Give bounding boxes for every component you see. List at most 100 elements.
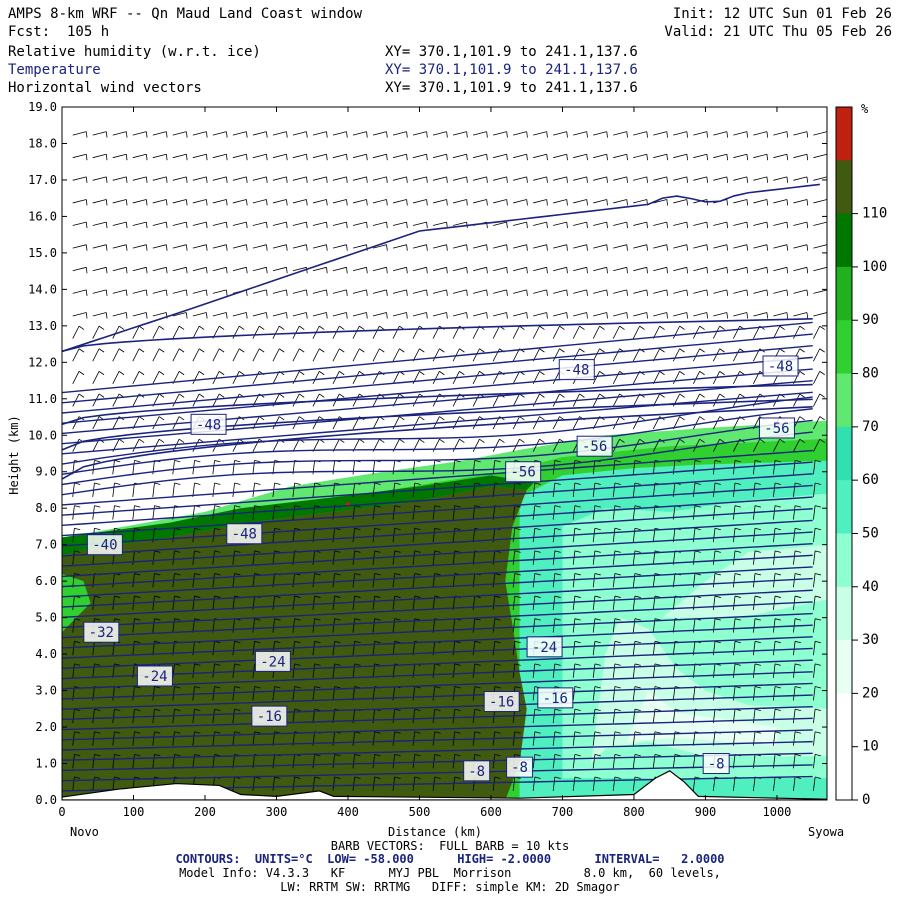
wind-barb [392, 153, 407, 159]
wind-barb-feather [815, 550, 822, 553]
wind-barb-feather [185, 199, 188, 206]
wind-barb-feather [546, 131, 548, 138]
wind-barb-feather [254, 618, 261, 621]
wind-barb-feather [374, 640, 381, 644]
wind-barb-feather [719, 325, 725, 330]
wind-barb [132, 289, 147, 294]
rh-notch [62, 573, 91, 633]
wind-barb-feather [679, 438, 685, 443]
wind-barb [332, 244, 347, 249]
wind-barb [412, 153, 427, 159]
y-tick-label: 16.0 [28, 209, 57, 223]
wind-barb-feather [419, 438, 425, 443]
wind-barb-feather [359, 325, 365, 330]
wind-barb [673, 244, 687, 249]
wind-barb [472, 663, 476, 678]
wind-barb-feather [134, 618, 141, 621]
wind-barb-feather [314, 505, 321, 508]
wind-barb [793, 199, 808, 204]
wind-barb [532, 550, 536, 565]
wind-barb [572, 618, 576, 633]
wind-barb [412, 266, 427, 272]
wind-barb [152, 176, 167, 181]
wind-barb [472, 131, 487, 136]
isotherm [62, 356, 813, 424]
wind-barb-feather [614, 573, 621, 576]
wind-barb-feather [105, 222, 108, 229]
wind-barb-feather [226, 244, 228, 251]
wind-barb-feather [694, 505, 701, 508]
terrain-profile [62, 770, 827, 800]
wind-barb [813, 482, 816, 497]
wind-barb-feather [174, 460, 181, 463]
wind-barb [712, 573, 716, 588]
wind-barb-feather [494, 460, 501, 463]
wind-barb [132, 221, 147, 226]
wind-barb-feather [78, 348, 85, 353]
wind-barb [392, 312, 407, 317]
wind-barb-feather [546, 244, 548, 251]
wind-barb-feather [454, 753, 461, 757]
wind-barb-feather [286, 199, 288, 206]
wind-barb-feather [714, 482, 721, 485]
wind-barb-feather [614, 482, 621, 485]
wind-barb-feather [799, 393, 805, 398]
wind-barb-feather [194, 595, 201, 598]
colorbar-unit: % [861, 102, 869, 116]
wind-barb-feather [185, 244, 188, 251]
wind-barb [292, 505, 296, 520]
wind-barb-feather [666, 176, 668, 183]
wind-barb [552, 776, 556, 791]
wind-barb-feather [94, 505, 101, 508]
wind-barb-feather [434, 731, 441, 734]
wind-barb-feather [746, 131, 749, 138]
wind-barb-feather [374, 776, 381, 779]
wind-barb-feather [479, 348, 485, 353]
wind-barb-feather [386, 289, 388, 296]
wind-barb-feather [426, 312, 428, 319]
wind-barb [753, 153, 768, 159]
wind-barb [613, 176, 627, 181]
wind-barb-feather [118, 438, 125, 443]
wind-barb [212, 550, 215, 565]
wind-barb [492, 573, 496, 588]
wind-barb [132, 312, 147, 317]
wind-barb-feather [114, 708, 121, 712]
wind-barb-feather [474, 753, 481, 757]
wind-barb-feather [454, 460, 461, 463]
wind-barb-feather [394, 482, 401, 485]
wind-barb-feather [546, 289, 548, 296]
wind-barb-feather [266, 289, 268, 296]
isotherm [62, 764, 813, 782]
wind-barb [232, 573, 235, 588]
wind-barb-feather [114, 618, 121, 621]
wind-barb-feather [279, 348, 285, 353]
wind-barb [152, 312, 167, 317]
wind-barb [452, 131, 467, 136]
wind-barb-feather [454, 640, 461, 644]
wind-barb-feather [306, 312, 308, 319]
wind-barb-feather [78, 393, 85, 398]
wind-barb-feather [138, 416, 145, 421]
wind-barb [392, 573, 396, 588]
wind-barb [692, 754, 696, 769]
wind-barb-feather [379, 438, 385, 443]
wind-barb-feather [494, 731, 501, 734]
wind-barb [813, 776, 816, 791]
wind-barb [733, 266, 748, 272]
wind-barb-feather [679, 393, 685, 398]
wind-barb [713, 176, 727, 181]
y-tick-label: 17.0 [28, 173, 57, 187]
wind-barb [612, 776, 616, 791]
wind-barb [132, 754, 135, 769]
wind-barb-feather [206, 267, 208, 274]
wind-barb-feather [554, 708, 561, 712]
wind-barb [592, 731, 596, 746]
wind-barb-feather [626, 244, 628, 251]
wind-barb [612, 663, 616, 678]
wind-barb-feather [366, 312, 368, 319]
wind-barb [152, 573, 155, 588]
wind-barb [753, 439, 761, 452]
wind-barb [692, 505, 696, 520]
wind-barb [712, 550, 716, 565]
